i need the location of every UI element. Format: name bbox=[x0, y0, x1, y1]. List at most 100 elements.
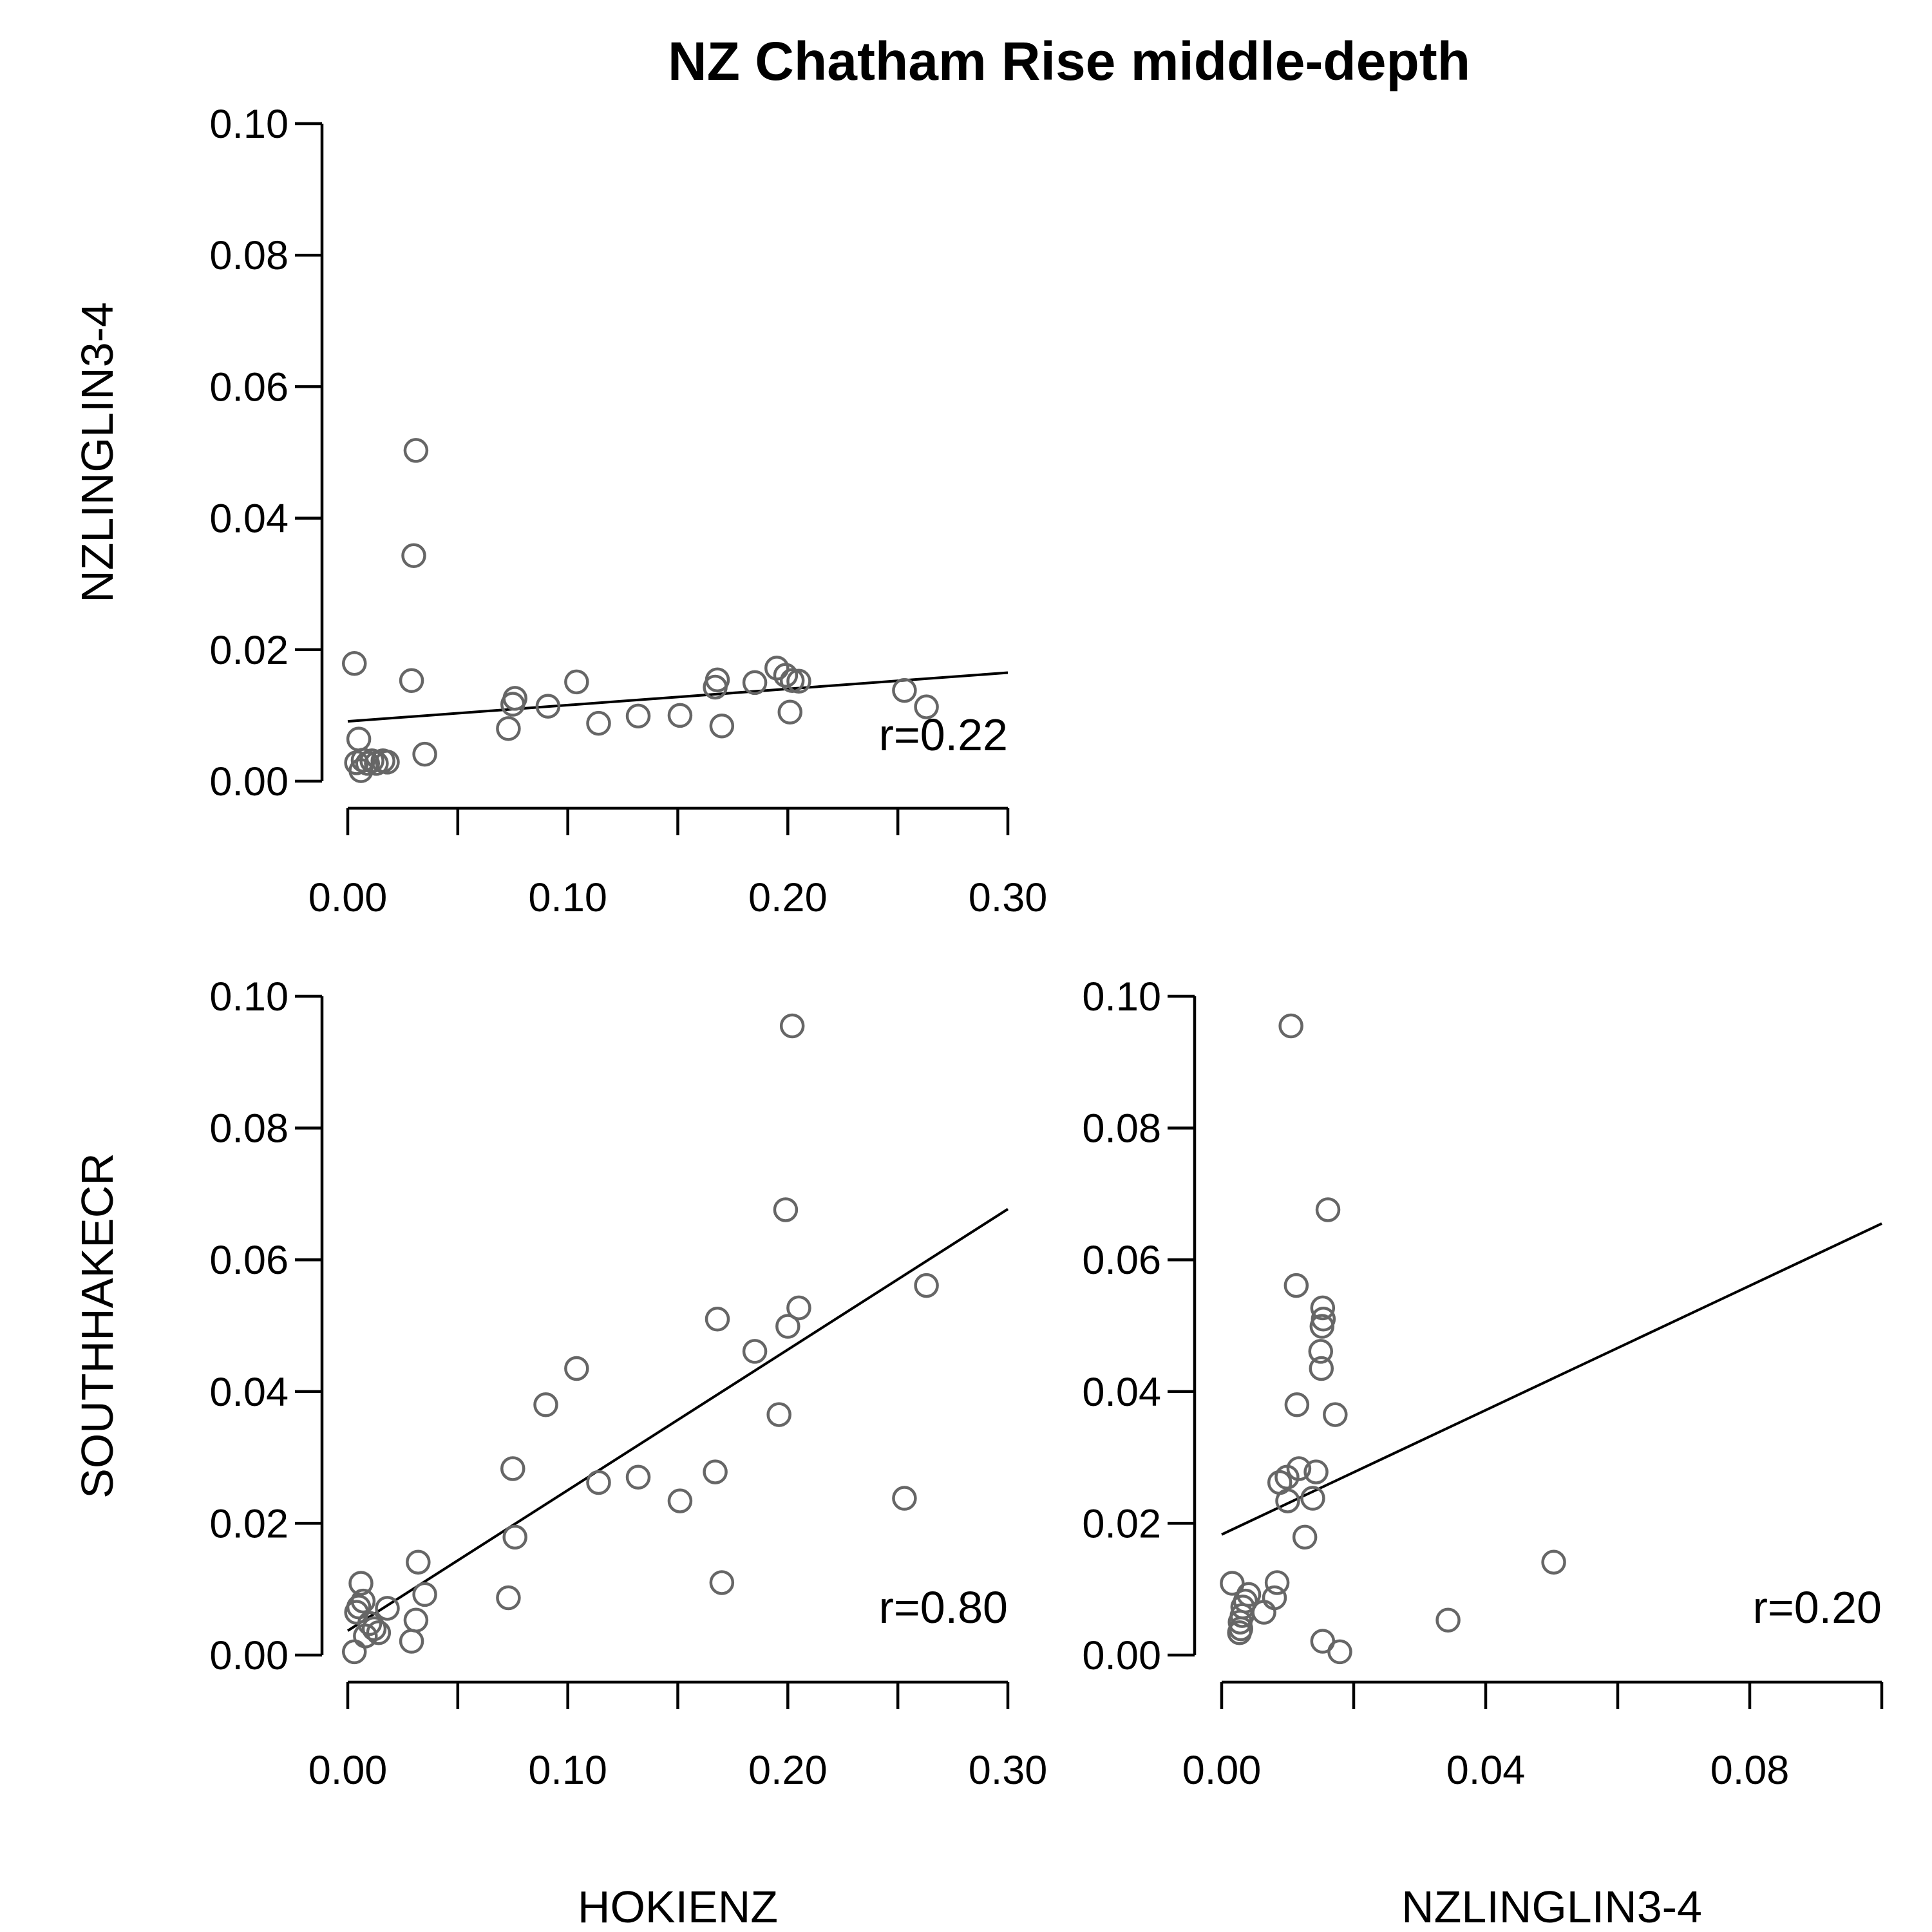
data-point bbox=[1323, 1402, 1348, 1427]
data-point bbox=[1435, 1607, 1461, 1633]
data-point bbox=[535, 694, 561, 719]
correlation-label: r=0.22 bbox=[879, 710, 1008, 760]
data-point bbox=[359, 748, 384, 773]
data-point bbox=[412, 1582, 437, 1607]
data-point bbox=[1251, 1600, 1276, 1625]
data-point bbox=[1236, 1582, 1262, 1607]
data-point bbox=[1300, 1486, 1325, 1511]
y-tick-label: 0.08 bbox=[1082, 1106, 1161, 1151]
y-tick-label: 0.00 bbox=[209, 1633, 289, 1678]
data-point bbox=[892, 1486, 917, 1511]
data-point bbox=[705, 1307, 730, 1332]
regression-line bbox=[1221, 1222, 1882, 1536]
data-point bbox=[403, 1607, 429, 1633]
data-point bbox=[375, 1596, 400, 1621]
data-point bbox=[1315, 1197, 1341, 1222]
data-point bbox=[496, 1585, 521, 1611]
data-point bbox=[1310, 1295, 1336, 1321]
data-point bbox=[357, 1611, 383, 1636]
data-point bbox=[1283, 1273, 1309, 1298]
data-point bbox=[348, 1571, 374, 1596]
x-tick-label: 0.10 bbox=[528, 875, 607, 920]
data-point bbox=[779, 1013, 805, 1039]
x-tick-label: 0.10 bbox=[528, 1748, 607, 1793]
data-point bbox=[401, 543, 426, 569]
data-point bbox=[667, 703, 693, 728]
data-point bbox=[399, 1629, 424, 1654]
data-point bbox=[586, 710, 611, 736]
data-point bbox=[709, 713, 735, 739]
data-point bbox=[773, 1197, 799, 1222]
x-tick-label: 0.00 bbox=[1182, 1748, 1262, 1793]
data-point bbox=[1278, 1013, 1303, 1039]
y-tick-label: 0.06 bbox=[1082, 1238, 1161, 1283]
x-tick-label: 0.00 bbox=[308, 875, 388, 920]
data-point bbox=[1220, 1571, 1245, 1596]
y-tick-label: 0.06 bbox=[209, 365, 289, 410]
data-point bbox=[773, 663, 799, 688]
x-tick-label: 0.04 bbox=[1446, 1748, 1526, 1793]
y-tick-label: 0.02 bbox=[209, 1501, 289, 1546]
data-point bbox=[342, 1639, 367, 1665]
data-point bbox=[502, 1524, 527, 1550]
y-tick-label: 0.10 bbox=[1082, 974, 1161, 1019]
data-point bbox=[1541, 1549, 1566, 1575]
data-point bbox=[350, 1588, 376, 1614]
y-tick-label: 0.06 bbox=[209, 1238, 289, 1283]
data-point bbox=[406, 1549, 431, 1575]
data-point bbox=[914, 1273, 939, 1298]
data-point bbox=[350, 748, 376, 773]
y-tick-label: 0.00 bbox=[1082, 1633, 1161, 1678]
data-point bbox=[742, 670, 768, 696]
y-tick-label: 0.10 bbox=[209, 102, 289, 147]
x-tick-label: 0.20 bbox=[748, 875, 828, 920]
y-tick-label: 0.10 bbox=[209, 974, 289, 1019]
data-point bbox=[667, 1488, 693, 1513]
data-point bbox=[403, 438, 429, 463]
data-point bbox=[1286, 1456, 1312, 1481]
scatter-panel-2: 0.00 0.02 0.04 0.06 0.08 0.10 0.00 0.10 0.20 0.30… bbox=[72, 974, 1047, 1932]
data-point bbox=[564, 669, 589, 695]
data-point bbox=[564, 1356, 589, 1381]
data-point bbox=[496, 716, 521, 741]
data-point bbox=[777, 699, 802, 725]
data-point bbox=[500, 1456, 526, 1481]
data-point bbox=[914, 694, 939, 719]
data-point bbox=[766, 1402, 791, 1427]
x-axis-label: NZLINGLIN3-4 bbox=[1401, 1882, 1702, 1932]
y-tick-label: 0.04 bbox=[1082, 1370, 1161, 1415]
chart-title: NZ Chatham Rise middle-depth bbox=[668, 31, 1470, 91]
data-point bbox=[1327, 1639, 1352, 1665]
x-tick-label: 0.08 bbox=[1710, 1748, 1790, 1793]
data-point bbox=[625, 1464, 651, 1490]
data-point bbox=[366, 1620, 392, 1645]
y-tick-label: 0.08 bbox=[209, 1106, 289, 1151]
x-axis-label: HOKIENZ bbox=[578, 1882, 778, 1932]
y-axis-label: SOUTHHAKECR bbox=[72, 1153, 122, 1499]
data-point bbox=[1284, 1392, 1310, 1417]
x-tick-label: 0.30 bbox=[969, 875, 1048, 920]
y-tick-label: 0.02 bbox=[209, 628, 289, 673]
scatter-panel-3: 0.00 0.02 0.04 0.06 0.08 0.10 0.00 0.04 0.08 NZLI… bbox=[1082, 974, 1884, 1932]
correlation-label: r=0.20 bbox=[1753, 1582, 1882, 1633]
data-point bbox=[399, 668, 424, 694]
data-point bbox=[786, 668, 811, 694]
data-point bbox=[1308, 1339, 1333, 1364]
data-point bbox=[625, 703, 651, 729]
data-point bbox=[742, 1339, 768, 1364]
data-point bbox=[346, 726, 372, 752]
data-point bbox=[1275, 1488, 1300, 1513]
data-point bbox=[361, 1616, 387, 1642]
data-point bbox=[775, 1314, 800, 1339]
data-point bbox=[1311, 1307, 1336, 1332]
data-point bbox=[892, 677, 917, 703]
data-point bbox=[1303, 1459, 1329, 1484]
data-point bbox=[705, 667, 730, 693]
data-point bbox=[375, 750, 400, 775]
data-point bbox=[703, 1459, 728, 1484]
y-tick-label: 0.04 bbox=[209, 497, 289, 542]
x-tick-label: 0.20 bbox=[748, 1748, 828, 1793]
x-tick-label: 0.30 bbox=[969, 1748, 1048, 1793]
correlation-label: r=0.80 bbox=[879, 1582, 1008, 1633]
